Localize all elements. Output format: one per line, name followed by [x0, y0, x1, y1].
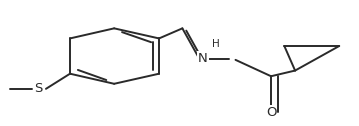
Text: H: H	[211, 39, 219, 49]
Text: N: N	[198, 52, 208, 65]
Text: S: S	[34, 82, 43, 95]
Text: O: O	[266, 106, 276, 119]
